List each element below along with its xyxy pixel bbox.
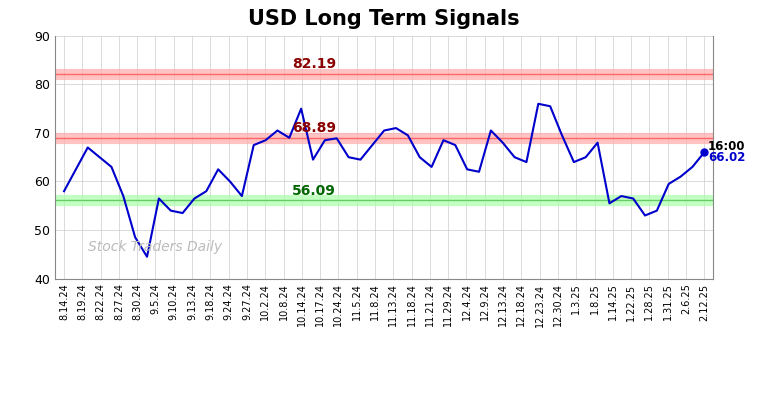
Title: USD Long Term Signals: USD Long Term Signals: [249, 9, 520, 29]
Text: 66.02: 66.02: [708, 150, 746, 164]
Text: 82.19: 82.19: [292, 57, 336, 71]
Text: 68.89: 68.89: [292, 121, 336, 135]
Text: 16:00: 16:00: [708, 140, 746, 153]
Text: Stock Traders Daily: Stock Traders Daily: [88, 240, 222, 254]
Text: 56.09: 56.09: [292, 183, 336, 197]
